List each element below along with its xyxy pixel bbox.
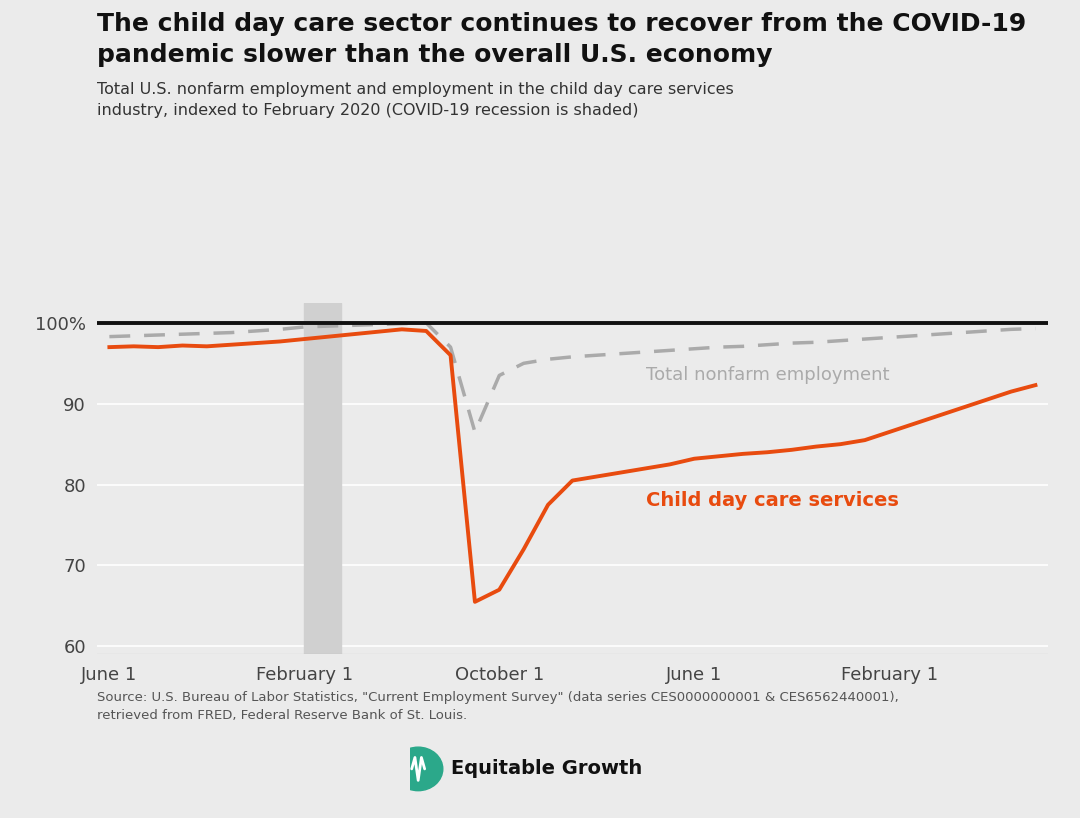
Text: Child day care services: Child day care services (646, 492, 899, 510)
Text: Source: U.S. Bureau of Labor Statistics, "Current Employment Survey" (data serie: Source: U.S. Bureau of Labor Statistics,… (97, 691, 899, 722)
Text: Total nonfarm employment: Total nonfarm employment (646, 366, 889, 384)
Text: Total U.S. nonfarm employment and employment in the child day care services
indu: Total U.S. nonfarm employment and employ… (97, 82, 734, 119)
Text: Equitable Growth: Equitable Growth (450, 759, 642, 779)
Text: pandemic slower than the overall U.S. economy: pandemic slower than the overall U.S. ec… (97, 43, 772, 66)
Circle shape (393, 747, 443, 791)
Text: The child day care sector continues to recover from the COVID-19: The child day care sector continues to r… (97, 12, 1026, 36)
Bar (305, 303, 341, 654)
